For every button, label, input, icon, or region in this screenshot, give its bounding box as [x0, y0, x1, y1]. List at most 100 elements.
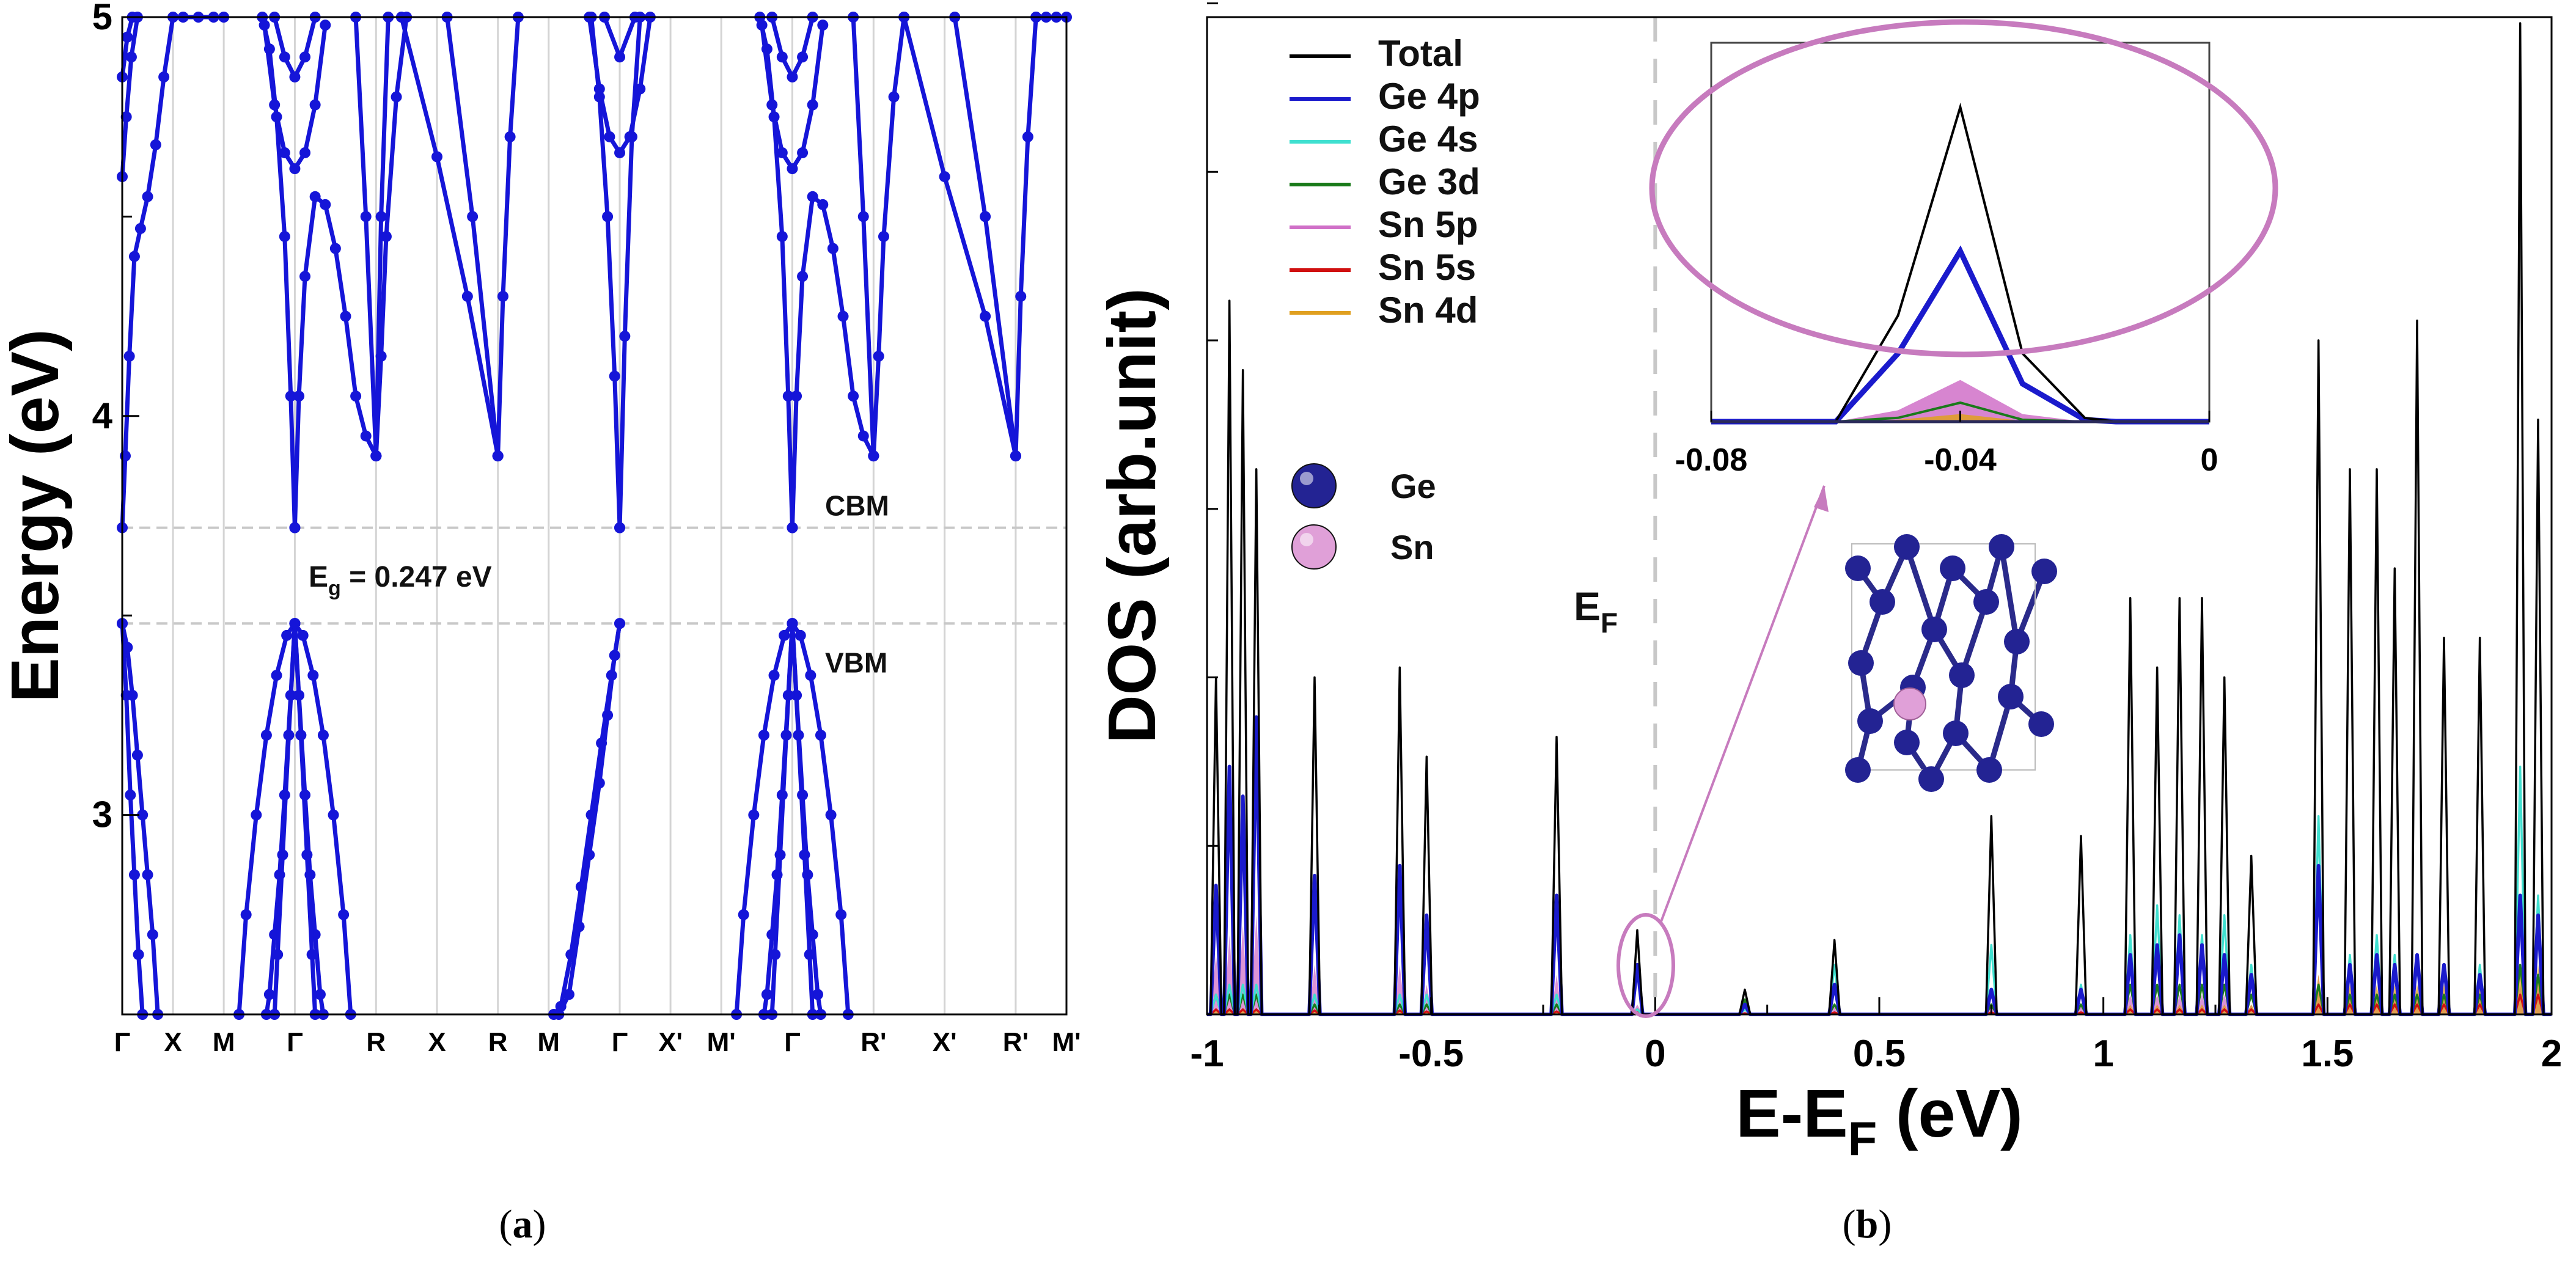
panel-a-caption-letter: a [513, 1202, 533, 1247]
band-point [769, 949, 781, 961]
band-point [263, 989, 275, 1000]
band-point [624, 131, 636, 142]
k-point-label: X [164, 1027, 182, 1057]
ge-atom [1976, 757, 2002, 783]
k-point-label: M' [1052, 1027, 1081, 1057]
band-point [279, 231, 290, 243]
zoom-target-ellipse [1649, 19, 2278, 357]
cbm-label: CBM [825, 490, 889, 522]
inset-axis-ticks: -0.08 -0.04 0 [1675, 411, 2218, 478]
band-point [758, 730, 769, 741]
legend-label: Sn 4d [1378, 290, 1478, 331]
band-point [128, 869, 140, 881]
band-c27 [1013, 16, 1038, 456]
inset-frame [1710, 42, 2211, 423]
band-point [289, 163, 301, 175]
band-point [878, 231, 889, 243]
band-point [142, 869, 153, 881]
panel-a-caption-open: ( [499, 1202, 513, 1247]
ge-atom [1848, 650, 1874, 676]
x-title-main: E-E [1736, 1076, 1848, 1151]
atom-legend-label: Ge [1390, 467, 1436, 505]
x-title-unit: (eV) [1877, 1076, 2022, 1151]
band-point [309, 99, 321, 111]
band-point [370, 450, 382, 462]
band-point [269, 99, 281, 111]
band-point [285, 390, 296, 402]
band-point [122, 31, 133, 43]
band-point [142, 191, 153, 202]
band-curves [117, 12, 1072, 1020]
band-point [492, 450, 504, 462]
energy-tick-label: 4 [92, 395, 113, 436]
band-point [817, 199, 829, 210]
band-point [259, 20, 270, 31]
band-point [797, 51, 809, 63]
atom-highlight [1300, 472, 1313, 485]
atom-swatch-sn [1291, 524, 1337, 570]
band-point [815, 730, 826, 741]
ge-atom [1989, 534, 2014, 560]
band-point [131, 749, 143, 761]
band-point [787, 522, 798, 533]
band-point [980, 310, 991, 322]
band-c12 [399, 16, 501, 456]
sn-atom [1893, 687, 1926, 720]
band-point [787, 71, 798, 82]
crystal-bond [1959, 601, 1989, 676]
panel-b-caption-letter: b [1856, 1202, 1879, 1247]
band-point [301, 849, 313, 860]
fermi-level-label: EF [1574, 584, 1618, 639]
band-point [128, 251, 140, 262]
band-point [614, 618, 626, 629]
band-c16 [617, 16, 642, 528]
band-point [873, 350, 884, 362]
band-point [787, 618, 798, 629]
zoom-inset: -0.08 -0.04 0 [1675, 42, 2218, 478]
zoom-arrow [1660, 485, 1826, 922]
band-structure-panel: 345 Γ X M Γ R X R M Γ X' M' Γ R' X' R' M' Energy (eV) C… [0, 0, 1081, 1247]
ge-atom [1845, 757, 1871, 783]
band-c14 [496, 16, 521, 456]
energy-tick-label: 0.5 [1853, 1033, 1906, 1075]
band-point [307, 670, 319, 681]
k-point-label: R [366, 1027, 386, 1057]
ge-atom [1949, 662, 1975, 688]
band-point [609, 370, 620, 382]
ge-atom [1894, 534, 1920, 560]
band-point [619, 331, 631, 342]
band-point [565, 949, 577, 961]
band-point [338, 909, 350, 920]
band-gap-label: Eg = 0.247 eV [309, 561, 492, 600]
band-point [350, 390, 362, 402]
band-point [793, 730, 804, 741]
band-point [857, 211, 869, 222]
k-point-label: X' [933, 1027, 957, 1057]
band-point [328, 809, 339, 821]
band-point [134, 222, 146, 234]
crystal-bond [1904, 546, 1937, 631]
band-point [289, 618, 301, 629]
band-point [614, 51, 626, 63]
band-point [317, 730, 329, 741]
fermi-e: E [1574, 584, 1601, 629]
k-point-label: X' [658, 1027, 683, 1057]
band-point [272, 949, 284, 961]
energy-axis-ticks: 3 4 5 [92, 0, 139, 835]
band-point [939, 171, 950, 183]
ge-atom [1940, 555, 1965, 581]
band-point [835, 909, 847, 920]
band-point [738, 909, 749, 920]
band-point [375, 211, 387, 222]
band-point [297, 629, 309, 641]
band-point [825, 809, 837, 821]
band-point [467, 211, 479, 222]
band-point [299, 147, 311, 158]
band-point [299, 271, 311, 282]
energy-tick-label: 1.5 [2301, 1033, 2354, 1075]
band-point [768, 670, 780, 681]
ge-atom [1894, 730, 1920, 755]
band-point [780, 730, 792, 741]
band-v1 [120, 623, 160, 1015]
